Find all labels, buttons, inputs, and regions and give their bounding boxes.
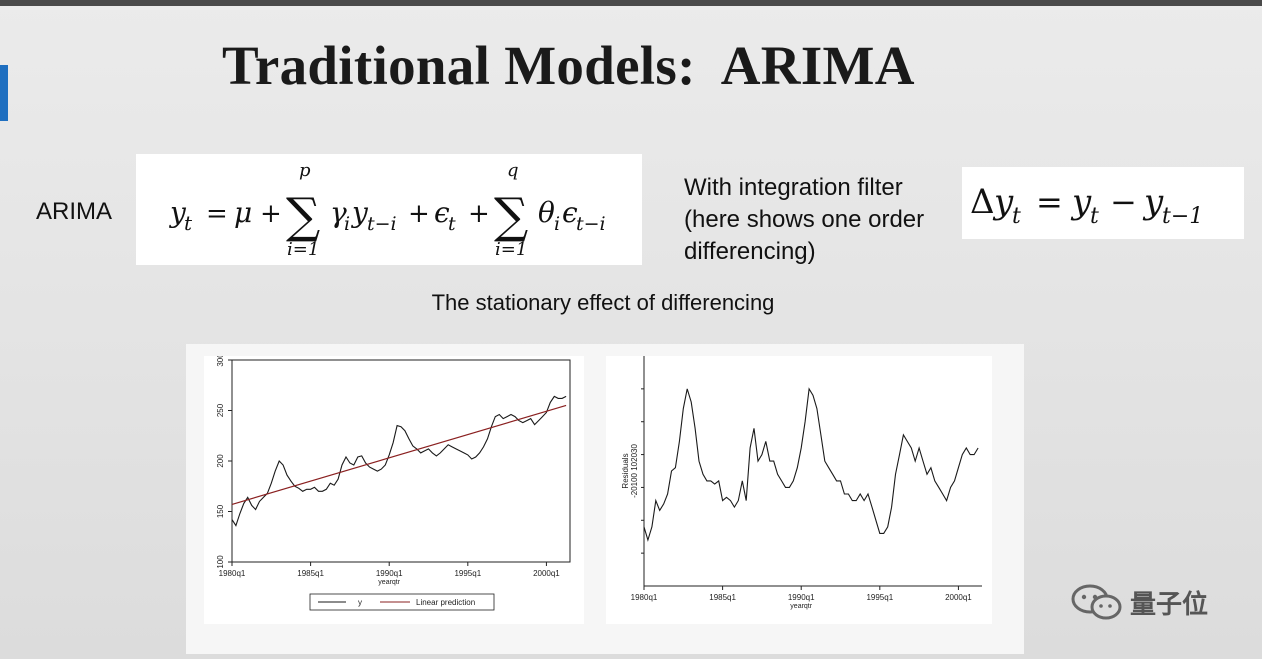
formula-plus-3: +: [468, 199, 490, 229]
sum2-upper: q: [507, 160, 519, 181]
x-tick-label: 1990q1: [376, 569, 403, 578]
x-tick-label: 1985q1: [297, 569, 324, 578]
formula-y-lag-sub: t−i: [367, 213, 397, 235]
formula-eps-lag: ϵ: [562, 196, 578, 229]
x-tick-label: 1980q1: [631, 593, 658, 602]
y-axis-label: Residuals: [621, 453, 630, 488]
formula-equals: =: [206, 199, 228, 229]
formula-plus-2: +: [408, 199, 430, 229]
diff-lhs-sub: t: [1012, 204, 1021, 229]
filter-line-1: With integration filter: [684, 174, 903, 201]
diff-y-t1: y: [1142, 182, 1164, 222]
plot-area: [231, 359, 571, 563]
formula-mu: μ: [234, 196, 252, 229]
arima-label: ARIMA: [36, 198, 113, 225]
diff-minus: −: [1110, 183, 1137, 221]
x-tick-label: 1990q1: [788, 593, 815, 602]
formula-theta: θ: [538, 196, 555, 229]
top-bar: [0, 0, 1262, 6]
series-line-linear-prediction: [231, 404, 567, 505]
charts-subtitle: The stationary effect of differencing: [431, 290, 775, 315]
diff-y-t: y: [1070, 182, 1092, 222]
slide-title: Traditional Models: ARIMA: [222, 35, 915, 96]
y-tick-labels: -20100 102030: [630, 444, 639, 498]
watermark: 量子位: [1070, 582, 1240, 622]
filter-line-3: differencing): [684, 238, 816, 265]
x-axis-label: yearqtr: [790, 603, 812, 610]
filter-line-2: (here shows one order: [684, 206, 925, 233]
formula-eps-sub: t: [448, 213, 456, 235]
sum1-lower: i=1: [287, 239, 319, 260]
levels-chart: 100 150 200 250 300 1980q1 1985q1 1990q1 1995q1 2…: [216, 353, 571, 611]
formula-lhs: y: [168, 196, 187, 229]
diff-y-t-sub: t: [1090, 204, 1099, 229]
sum1-upper: p: [299, 160, 311, 181]
x-tick-label: 1980q1: [219, 569, 246, 578]
diff-y-t1-sub: t−1: [1162, 204, 1203, 229]
wechat-icon: [1071, 584, 1122, 620]
x-axis-label: yearqtr: [378, 579, 400, 586]
watermark-text: 量子位: [1130, 590, 1209, 620]
y-tick-label: 100: [216, 555, 225, 569]
formula-y-lag: y: [350, 196, 369, 229]
levels-chart-card: 100 150 200 250 300 1980q1 1985q1 1990q1 1995q1 2…: [204, 353, 584, 624]
x-tick-label: 1995q1: [454, 569, 481, 578]
formula-plus-1: +: [260, 199, 282, 229]
legend-label-linear-prediction: Linear prediction: [416, 598, 475, 607]
y-tick-label: 250: [216, 403, 225, 417]
y-tick-label: 150: [216, 504, 225, 518]
x-tick-label: 2000q1: [945, 593, 972, 602]
residuals-chart-card: -20100 102030 Residuals 1980q1 1985q1 1990q1…: [606, 356, 992, 624]
residuals-line: [643, 387, 979, 542]
x-tick-label: 1995q1: [866, 593, 893, 602]
formula-eps: ϵ: [434, 196, 450, 229]
formula-gamma: γ: [330, 196, 347, 229]
x-tick-label: 1985q1: [709, 593, 736, 602]
diff-equals: =: [1036, 183, 1063, 221]
y-tick-label: 200: [216, 454, 225, 468]
difference-formula: Δ y t = y t − y t−1: [962, 167, 1244, 239]
legend-label-y: y: [358, 598, 362, 607]
sum-sign-2: ∑: [494, 188, 528, 244]
formula-theta-sub: i: [554, 213, 560, 235]
x-tick-label: 2000q1: [533, 569, 560, 578]
sum2-lower: i=1: [495, 239, 527, 260]
formula-gamma-sub: i: [344, 213, 350, 235]
integration-filter-text: With integration filter (here shows one o…: [684, 172, 924, 268]
formula-lhs-sub: t: [184, 211, 193, 235]
side-accent-bar: [0, 65, 8, 121]
diff-delta: Δ: [970, 182, 995, 222]
arima-formula: y t = μ + ∑ p i=1 γ i y t−i + ϵ t + ∑ q …: [136, 154, 642, 265]
y-tick-label: 300: [216, 356, 225, 367]
formula-eps-lag-sub: t−i: [576, 213, 606, 235]
sum-sign-1: ∑: [286, 188, 320, 244]
series-line-y: [231, 395, 567, 527]
diff-lhs-y: y: [992, 182, 1014, 222]
